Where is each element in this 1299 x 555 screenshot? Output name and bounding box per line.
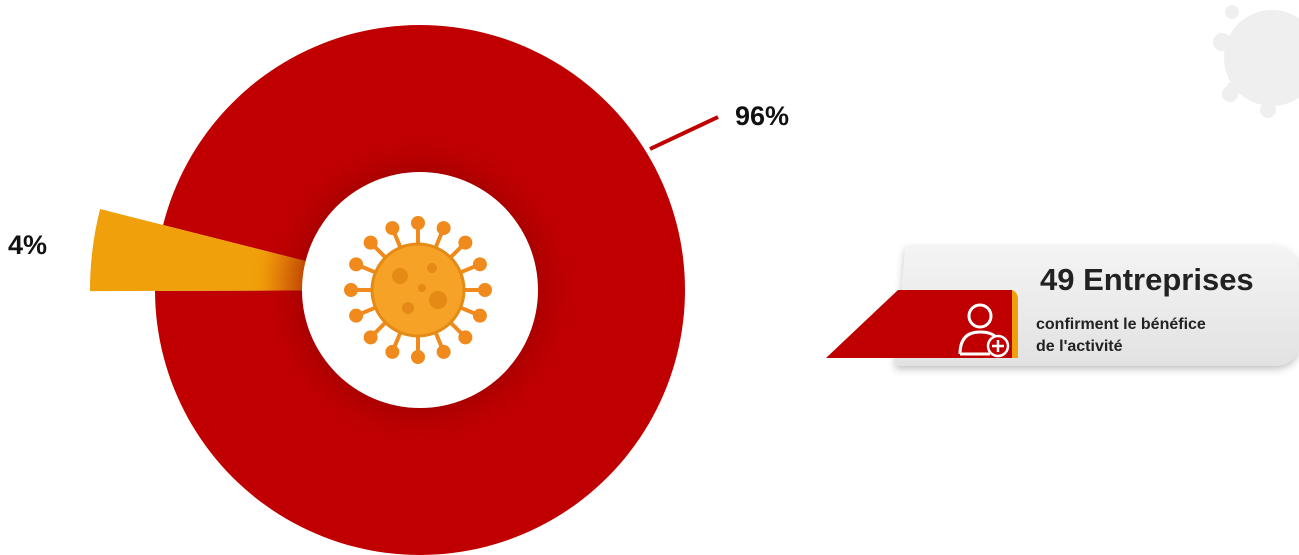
user-plus-icon	[958, 303, 1010, 358]
stat-card-description-line1: confirment le bénéfice	[1036, 316, 1206, 333]
slice-label-4: 4%	[8, 230, 48, 260]
virus-watermark-icon	[1213, 5, 1299, 118]
virus-spike-tip	[344, 283, 358, 297]
virus-spike-tip	[411, 350, 425, 364]
stat-card-title: 49 Entreprises	[1040, 262, 1254, 297]
virus-spike-tip	[385, 344, 400, 359]
virus-spike-tip	[478, 283, 492, 297]
virus-spike-tip	[436, 344, 451, 359]
slice-label-96: 96%	[735, 101, 790, 131]
virus-spike-tip	[411, 216, 425, 230]
stat-card-accent	[826, 290, 1012, 358]
virus-spike-tip	[349, 308, 364, 323]
virus-spike-tip	[385, 221, 400, 236]
virus-spike-tip	[363, 235, 378, 250]
virus-spike-tip	[472, 308, 487, 323]
stat-card-description: confirment le bénéfice de l'activité	[1036, 314, 1276, 358]
stat-card-description-line2: de l'activité	[1036, 338, 1123, 355]
virus-spike-tip	[472, 257, 487, 272]
label-leader-line	[649, 115, 719, 151]
virus-icon	[344, 216, 492, 364]
virus-spike-tip	[363, 330, 378, 345]
virus-spike-tip	[436, 221, 451, 236]
virus-spike-tip	[349, 257, 364, 272]
virus-spike-tip	[458, 235, 473, 250]
stat-card-accent-edge	[1012, 290, 1018, 358]
virus-spike-tip	[458, 330, 473, 345]
